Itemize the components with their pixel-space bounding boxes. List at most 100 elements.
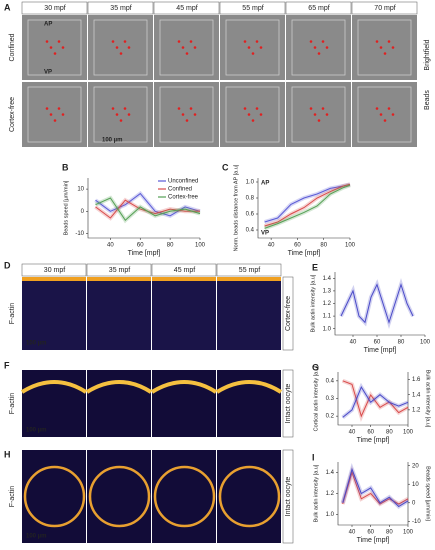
oocyte-outline (291, 19, 346, 76)
micrograph (352, 82, 417, 147)
micrograph (87, 277, 151, 350)
micrograph (220, 15, 285, 80)
micrograph (154, 15, 219, 80)
oocyte-outline (159, 19, 214, 76)
bead (185, 52, 189, 55)
band (339, 277, 415, 330)
x-tick-label: 60 (137, 243, 144, 249)
x-axis-label: Time [mpf] (364, 347, 397, 354)
bead (49, 46, 53, 49)
y-axis-label: Beads speed [µm/min] (63, 180, 69, 235)
legend-label: Unconfined (168, 179, 198, 185)
axis (337, 462, 408, 526)
series-line (340, 282, 414, 325)
bead (53, 52, 57, 55)
micrograph (154, 82, 219, 147)
micrograph (87, 450, 151, 543)
side-label: Intact oocyte (285, 384, 292, 424)
annotation: VP (44, 70, 52, 76)
bead (177, 107, 181, 110)
annotation: 100 µm (102, 138, 122, 144)
side-box (282, 449, 294, 544)
time-header (21, 1, 88, 15)
time-label: 30 mpf (44, 5, 65, 12)
bead (379, 46, 383, 49)
micrograph (217, 277, 281, 350)
y-tick-label: -10 (75, 231, 84, 237)
time-header (153, 1, 220, 15)
bead (185, 119, 189, 122)
bead (309, 107, 313, 110)
y-tick-label: 1.4 (326, 470, 335, 476)
panel-letter: A (4, 2, 11, 12)
y2-tick-label: 0 (412, 500, 416, 506)
cortex (153, 465, 216, 528)
bead (317, 119, 321, 122)
side-label: F-actin (9, 303, 16, 325)
micrograph (352, 15, 417, 80)
bead (309, 40, 313, 43)
y2-tick-label: 10 (412, 482, 419, 488)
bead (111, 40, 115, 43)
y-tick-label: 1.2 (323, 301, 332, 307)
bead (111, 107, 115, 110)
x-tick-label: 60 (367, 430, 374, 436)
series-line (264, 184, 351, 229)
bead (251, 52, 255, 55)
bead (247, 113, 251, 116)
side-label: F-actin (9, 393, 16, 415)
bead (255, 107, 259, 110)
side-label: Beads (424, 90, 431, 110)
bead (325, 113, 329, 116)
oocyte-outline (93, 19, 148, 76)
micrograph (152, 277, 216, 350)
x-tick-label: 60 (374, 340, 381, 346)
axis (337, 372, 408, 426)
cortex (23, 465, 86, 528)
x-axis-label: Time [mpf] (357, 537, 390, 544)
bead (123, 40, 127, 43)
x-tick-label: 80 (386, 530, 393, 536)
y-tick-label: 0.3 (326, 396, 335, 402)
bead (177, 40, 181, 43)
y-tick-label: 0 (81, 209, 85, 215)
side-label: F-actin (9, 486, 16, 508)
bead (243, 40, 247, 43)
panel-letter: I (312, 452, 315, 462)
bead (45, 40, 49, 43)
panel-letter: H (4, 449, 11, 459)
bead (119, 52, 123, 55)
time-label: 65 mpf (308, 5, 329, 12)
micrograph (22, 450, 86, 543)
cortex (215, 380, 283, 394)
x-axis-label: Time [mpf] (128, 250, 161, 257)
panel-letter: F (4, 360, 10, 370)
bead (321, 40, 325, 43)
time-label: 45 mpf (174, 267, 195, 274)
panel-letter: D (4, 260, 11, 270)
bead (247, 46, 251, 49)
bead (387, 40, 391, 43)
cortex (20, 380, 88, 394)
y-tick-label: 1.0 (323, 326, 332, 332)
annotation: AP (261, 181, 269, 187)
bead (115, 46, 119, 49)
oocyte-outline (291, 86, 346, 143)
y-tick-label: 0.2 (326, 414, 335, 420)
oocyte-outline (27, 86, 82, 143)
bead (181, 113, 185, 116)
y-tick-label: 1.3 (323, 288, 332, 294)
x-tick-label: 40 (268, 243, 275, 249)
bead (61, 46, 65, 49)
oocyte-outline (93, 86, 148, 143)
series-line (342, 467, 409, 508)
bead (243, 107, 247, 110)
time-label: 35 mpf (109, 267, 130, 274)
bead (189, 40, 193, 43)
y-tick-label: 1.0 (326, 512, 335, 518)
time-header (151, 263, 217, 277)
micrograph (22, 15, 87, 80)
time-header (87, 1, 154, 15)
micrograph (220, 82, 285, 147)
time-header (216, 263, 282, 277)
